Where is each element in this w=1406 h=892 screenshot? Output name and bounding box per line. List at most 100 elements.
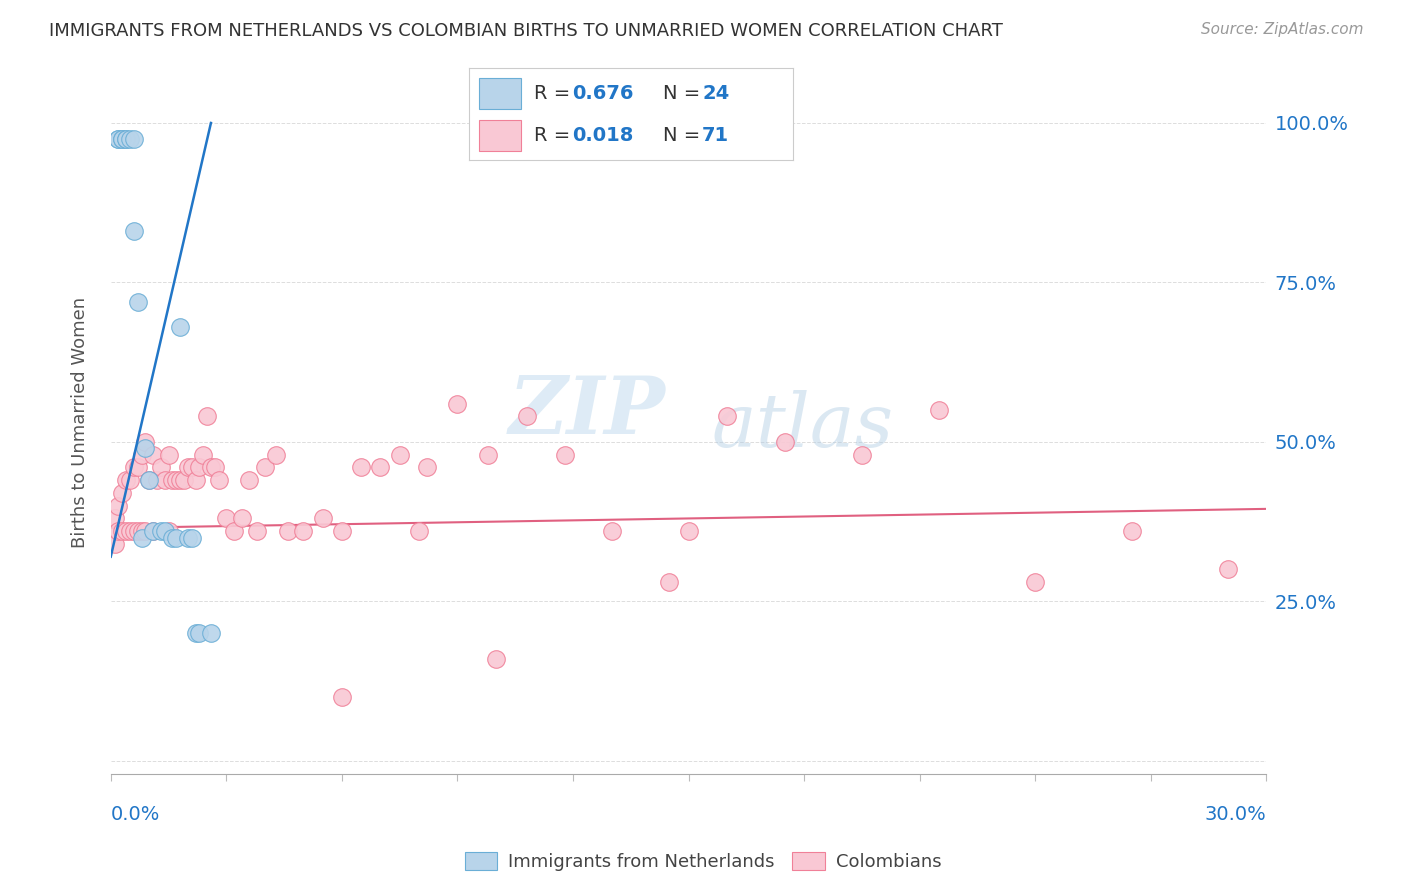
Point <box>177 460 200 475</box>
Text: IMMIGRANTS FROM NETHERLANDS VS COLOMBIAN BIRTHS TO UNMARRIED WOMEN CORRELATION C: IMMIGRANTS FROM NETHERLANDS VS COLOMBIAN… <box>49 22 1002 40</box>
Point <box>184 473 207 487</box>
Point <box>162 531 184 545</box>
Point <box>773 434 796 449</box>
Point <box>311 511 333 525</box>
Point <box>1024 575 1046 590</box>
Point <box>177 531 200 545</box>
Point <box>231 511 253 525</box>
Point <box>350 460 373 475</box>
Point <box>851 448 873 462</box>
Point <box>104 511 127 525</box>
Point <box>330 524 353 539</box>
Point <box>131 448 153 462</box>
Point <box>188 460 211 475</box>
Point <box>162 473 184 487</box>
Text: 30.0%: 30.0% <box>1205 805 1267 824</box>
Point <box>165 473 187 487</box>
Point <box>1216 562 1239 576</box>
Point <box>107 499 129 513</box>
Point <box>157 448 180 462</box>
Point <box>180 460 202 475</box>
Y-axis label: Births to Unmarried Women: Births to Unmarried Women <box>72 297 89 549</box>
Point <box>446 396 468 410</box>
Point <box>115 132 138 146</box>
Point <box>600 524 623 539</box>
Point <box>200 626 222 640</box>
Point <box>118 132 141 146</box>
Point <box>169 473 191 487</box>
Point <box>485 652 508 666</box>
Point <box>370 460 392 475</box>
Point <box>330 690 353 704</box>
Point <box>516 409 538 424</box>
Point <box>658 575 681 590</box>
Point <box>173 473 195 487</box>
Point <box>134 434 156 449</box>
Point <box>188 626 211 640</box>
Point <box>200 460 222 475</box>
Point <box>131 524 153 539</box>
Point <box>180 531 202 545</box>
Point <box>928 403 950 417</box>
Point <box>292 524 315 539</box>
Point <box>153 524 176 539</box>
Point <box>153 473 176 487</box>
Point <box>142 524 165 539</box>
Point <box>138 473 160 487</box>
Text: ZIP: ZIP <box>509 374 665 451</box>
Point <box>134 524 156 539</box>
Point <box>222 524 245 539</box>
Point <box>415 460 437 475</box>
Point <box>477 448 499 462</box>
Point <box>215 511 238 525</box>
Point <box>107 132 129 146</box>
Point <box>149 524 172 539</box>
Text: atlas: atlas <box>711 390 894 463</box>
Point <box>104 537 127 551</box>
Point <box>118 473 141 487</box>
Point <box>118 524 141 539</box>
Point <box>408 524 430 539</box>
Point <box>107 524 129 539</box>
Point <box>165 531 187 545</box>
Point <box>208 473 231 487</box>
Legend: Immigrants from Netherlands, Colombians: Immigrants from Netherlands, Colombians <box>457 845 949 879</box>
Point <box>266 448 288 462</box>
Point <box>127 524 149 539</box>
Point <box>115 524 138 539</box>
Point <box>193 448 215 462</box>
Point <box>184 626 207 640</box>
Text: Source: ZipAtlas.com: Source: ZipAtlas.com <box>1201 22 1364 37</box>
Point <box>111 486 134 500</box>
Point <box>127 460 149 475</box>
Text: 0.0%: 0.0% <box>111 805 160 824</box>
Point <box>122 224 145 238</box>
Point <box>122 460 145 475</box>
Point <box>111 524 134 539</box>
Point <box>115 132 138 146</box>
Point <box>115 473 138 487</box>
Point <box>195 409 218 424</box>
Point <box>388 448 411 462</box>
Point <box>169 320 191 334</box>
Point <box>142 448 165 462</box>
Point <box>138 473 160 487</box>
Point <box>554 448 576 462</box>
Point <box>131 531 153 545</box>
Point <box>716 409 738 424</box>
Point <box>253 460 276 475</box>
Point <box>277 524 299 539</box>
Point <box>122 524 145 539</box>
Point <box>678 524 700 539</box>
Point <box>204 460 226 475</box>
Point <box>111 132 134 146</box>
Point <box>157 524 180 539</box>
Point <box>246 524 269 539</box>
Point <box>142 524 165 539</box>
Point <box>127 294 149 309</box>
Point <box>111 132 134 146</box>
Point <box>122 132 145 146</box>
Point <box>107 132 129 146</box>
Point <box>1121 524 1143 539</box>
Point <box>149 460 172 475</box>
